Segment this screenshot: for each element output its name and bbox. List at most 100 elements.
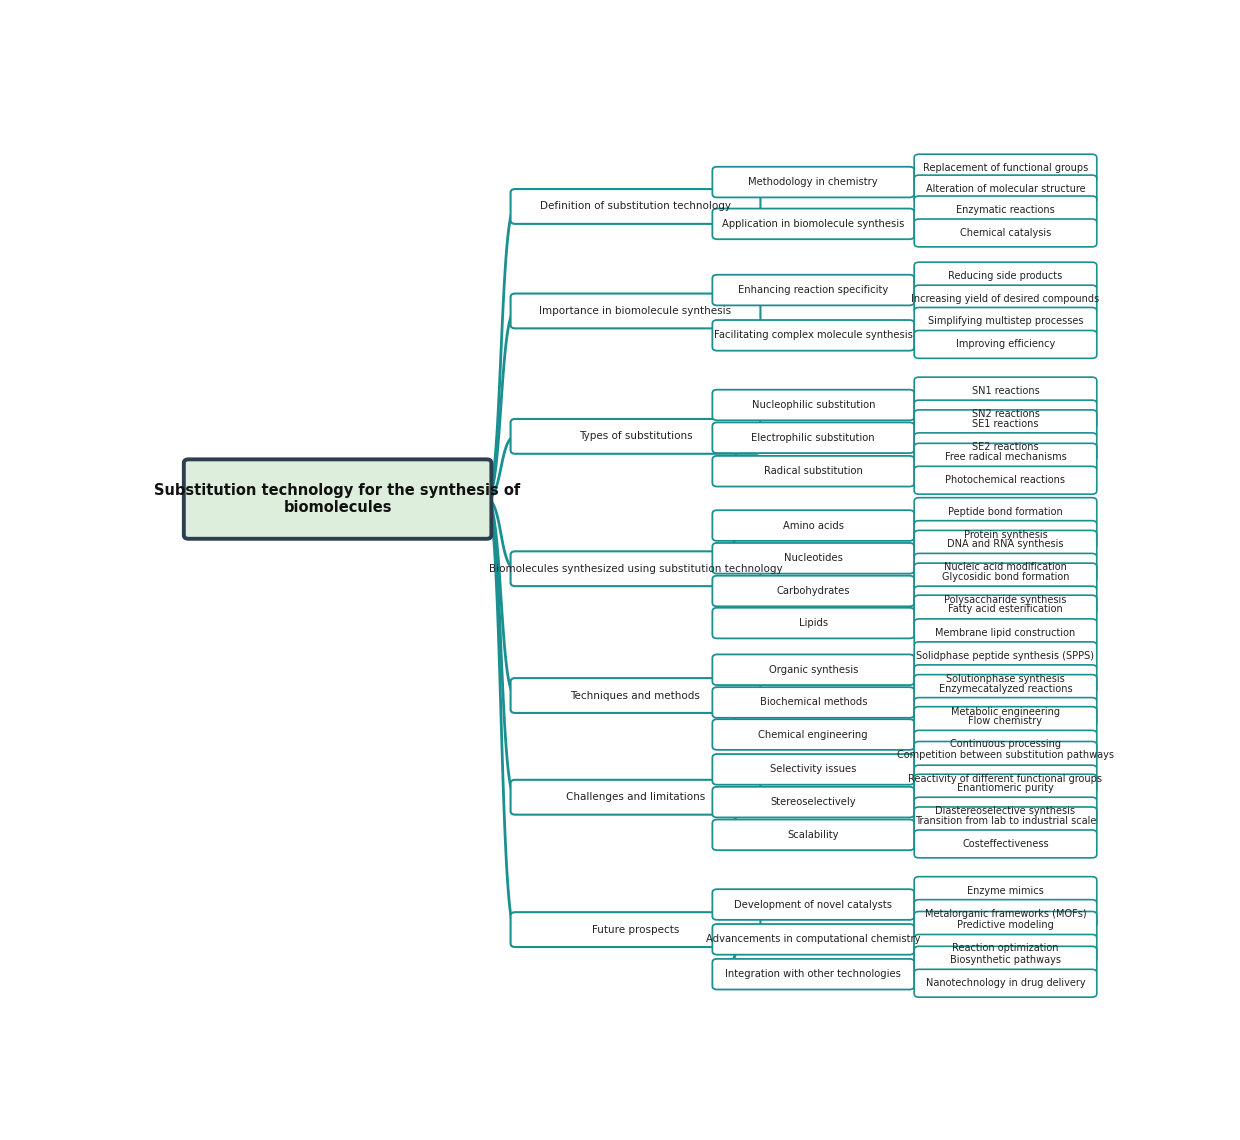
Text: Radical substitution: Radical substitution <box>764 466 863 477</box>
Text: Advancements in computational chemistry: Advancements in computational chemistry <box>706 935 920 944</box>
FancyBboxPatch shape <box>914 285 1096 314</box>
FancyBboxPatch shape <box>511 780 760 815</box>
Text: Nucleophilic substitution: Nucleophilic substitution <box>751 400 875 410</box>
FancyBboxPatch shape <box>914 377 1096 405</box>
Text: Amino acids: Amino acids <box>782 521 843 530</box>
Text: Solidphase peptide synthesis (SPPS): Solidphase peptide synthesis (SPPS) <box>916 651 1095 661</box>
FancyBboxPatch shape <box>713 166 914 197</box>
FancyBboxPatch shape <box>914 196 1096 223</box>
FancyBboxPatch shape <box>914 443 1096 471</box>
Text: Predictive modeling: Predictive modeling <box>957 920 1054 930</box>
FancyBboxPatch shape <box>914 912 1096 939</box>
FancyBboxPatch shape <box>713 543 914 573</box>
Text: Replacement of functional groups: Replacement of functional groups <box>923 163 1089 173</box>
Text: Alteration of molecular structure: Alteration of molecular structure <box>926 184 1085 194</box>
FancyBboxPatch shape <box>914 807 1096 834</box>
Text: Electrophilic substitution: Electrophilic substitution <box>751 433 875 442</box>
FancyBboxPatch shape <box>914 586 1096 614</box>
FancyBboxPatch shape <box>713 423 914 453</box>
FancyBboxPatch shape <box>914 595 1096 624</box>
Text: Glycosidic bond formation: Glycosidic bond formation <box>941 572 1069 583</box>
Text: Importance in biomolecule synthesis: Importance in biomolecule synthesis <box>539 306 732 316</box>
FancyBboxPatch shape <box>713 719 914 750</box>
FancyBboxPatch shape <box>914 969 1096 998</box>
Text: Competition between substitution pathways: Competition between substitution pathway… <box>897 750 1114 760</box>
Text: Stereoselectively: Stereoselectively <box>770 797 856 807</box>
FancyBboxPatch shape <box>511 912 760 947</box>
FancyBboxPatch shape <box>914 154 1096 182</box>
FancyBboxPatch shape <box>713 925 914 954</box>
Text: Photochemical reactions: Photochemical reactions <box>945 475 1065 486</box>
Text: Nucleic acid modification: Nucleic acid modification <box>944 562 1066 572</box>
FancyBboxPatch shape <box>713 209 914 239</box>
Text: Protein synthesis: Protein synthesis <box>963 530 1048 539</box>
FancyBboxPatch shape <box>914 935 1096 962</box>
FancyBboxPatch shape <box>914 563 1096 591</box>
Text: Diastereoselective synthesis: Diastereoselective synthesis <box>935 806 1075 816</box>
FancyBboxPatch shape <box>713 511 914 540</box>
FancyBboxPatch shape <box>511 189 760 223</box>
Text: Carbohydrates: Carbohydrates <box>776 586 851 596</box>
Text: Peptide bond formation: Peptide bond formation <box>949 506 1063 516</box>
Text: Facilitating complex molecule synthesis: Facilitating complex molecule synthesis <box>714 331 913 341</box>
Text: Reducing side products: Reducing side products <box>949 271 1063 282</box>
FancyBboxPatch shape <box>713 959 914 990</box>
Text: Enzymatic reactions: Enzymatic reactions <box>956 205 1055 215</box>
Text: DNA and RNA synthesis: DNA and RNA synthesis <box>947 539 1064 549</box>
Text: Continuous processing: Continuous processing <box>950 740 1061 749</box>
Text: Application in biomolecule synthesis: Application in biomolecule synthesis <box>722 219 904 229</box>
FancyBboxPatch shape <box>914 433 1096 461</box>
FancyBboxPatch shape <box>914 774 1096 803</box>
FancyBboxPatch shape <box>914 830 1096 857</box>
Text: Costeffectiveness: Costeffectiveness <box>962 839 1049 849</box>
Text: Flow chemistry: Flow chemistry <box>968 716 1043 725</box>
FancyBboxPatch shape <box>713 889 914 920</box>
FancyBboxPatch shape <box>914 530 1096 559</box>
Text: Definition of substitution technology: Definition of substitution technology <box>539 202 732 211</box>
FancyBboxPatch shape <box>914 665 1096 693</box>
FancyBboxPatch shape <box>713 654 914 685</box>
FancyBboxPatch shape <box>914 765 1096 793</box>
FancyBboxPatch shape <box>914 619 1096 646</box>
FancyBboxPatch shape <box>914 219 1096 247</box>
Text: Enzymecatalyzed reactions: Enzymecatalyzed reactions <box>939 684 1073 693</box>
Text: Types of substitutions: Types of substitutions <box>579 431 692 441</box>
Text: Biochemical methods: Biochemical methods <box>760 698 867 708</box>
Text: Chemical catalysis: Chemical catalysis <box>960 228 1052 238</box>
FancyBboxPatch shape <box>713 608 914 638</box>
Text: Reactivity of different functional groups: Reactivity of different functional group… <box>909 774 1102 784</box>
Text: Organic synthesis: Organic synthesis <box>769 665 858 675</box>
FancyBboxPatch shape <box>511 552 760 586</box>
FancyBboxPatch shape <box>511 293 760 328</box>
Text: Metabolic engineering: Metabolic engineering <box>951 707 1060 717</box>
FancyBboxPatch shape <box>713 754 914 784</box>
FancyBboxPatch shape <box>914 521 1096 548</box>
Text: SE1 reactions: SE1 reactions <box>972 418 1039 429</box>
Text: SN1 reactions: SN1 reactions <box>972 386 1039 396</box>
FancyBboxPatch shape <box>914 731 1096 758</box>
Text: Polysaccharide synthesis: Polysaccharide synthesis <box>945 595 1066 605</box>
FancyBboxPatch shape <box>914 466 1096 495</box>
FancyBboxPatch shape <box>713 787 914 817</box>
Text: Metalorganic frameworks (MOFs): Metalorganic frameworks (MOFs) <box>925 909 1086 919</box>
FancyBboxPatch shape <box>914 707 1096 734</box>
Text: Enantiomeric purity: Enantiomeric purity <box>957 783 1054 793</box>
Text: Enzyme mimics: Enzyme mimics <box>967 886 1044 896</box>
Text: Improving efficiency: Improving efficiency <box>956 340 1055 349</box>
FancyBboxPatch shape <box>914 877 1096 904</box>
FancyBboxPatch shape <box>713 687 914 718</box>
FancyBboxPatch shape <box>914 176 1096 203</box>
Text: Fatty acid esterification: Fatty acid esterification <box>949 604 1063 614</box>
Text: Nanotechnology in drug delivery: Nanotechnology in drug delivery <box>926 978 1085 988</box>
FancyBboxPatch shape <box>914 400 1096 428</box>
Text: Substitution technology for the synthesis of
biomolecules: Substitution technology for the synthesi… <box>155 483 521 515</box>
Text: Selectivity issues: Selectivity issues <box>770 765 857 774</box>
FancyBboxPatch shape <box>914 642 1096 669</box>
Text: SN2 reactions: SN2 reactions <box>972 409 1039 420</box>
FancyBboxPatch shape <box>914 946 1096 975</box>
FancyBboxPatch shape <box>914 308 1096 335</box>
Text: Integration with other technologies: Integration with other technologies <box>725 969 901 979</box>
Text: Future prospects: Future prospects <box>591 925 680 935</box>
FancyBboxPatch shape <box>914 498 1096 526</box>
Text: Lipids: Lipids <box>799 618 828 628</box>
